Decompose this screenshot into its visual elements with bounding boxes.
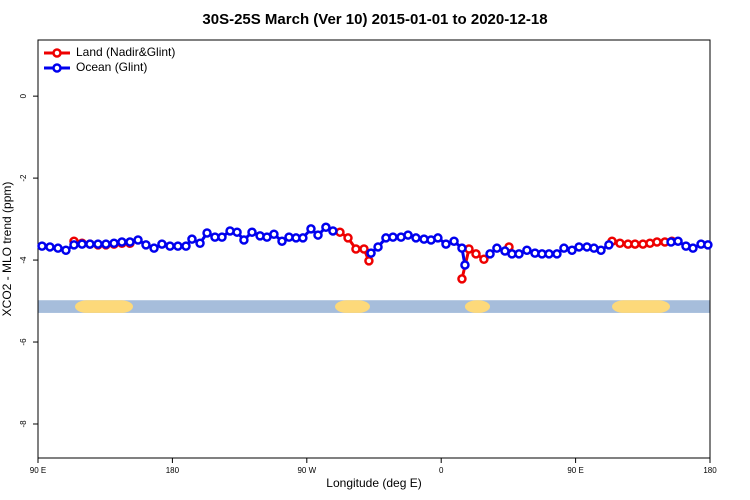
data-point bbox=[269, 229, 279, 239]
data-point bbox=[101, 239, 111, 249]
data-point bbox=[567, 245, 577, 255]
data-point bbox=[652, 237, 662, 247]
data-point bbox=[433, 233, 443, 243]
data-point bbox=[630, 239, 640, 249]
data-point bbox=[239, 235, 249, 245]
data-point bbox=[351, 244, 361, 254]
data-point bbox=[321, 222, 331, 233]
data-point bbox=[157, 239, 167, 249]
data-point bbox=[343, 233, 353, 243]
data-point bbox=[181, 241, 191, 251]
data-point bbox=[61, 245, 71, 255]
x-tick-label: 90 W bbox=[297, 466, 316, 475]
data-point bbox=[673, 236, 683, 246]
y-tick-label: -8 bbox=[19, 420, 28, 428]
data-point bbox=[328, 226, 338, 236]
data-point bbox=[149, 243, 159, 253]
x-tick-label: 90 E bbox=[30, 466, 46, 475]
data-point bbox=[457, 243, 467, 253]
data-point bbox=[403, 230, 413, 240]
data-point bbox=[460, 260, 470, 270]
data-point bbox=[471, 249, 481, 259]
data-point bbox=[388, 232, 398, 242]
y-tick-label: 0 bbox=[19, 93, 28, 98]
data-point bbox=[306, 224, 316, 234]
data-point bbox=[133, 235, 143, 245]
data-point bbox=[117, 237, 127, 247]
data-point bbox=[522, 245, 532, 255]
y-axis-label: XCO2 - MLO trend (ppm) bbox=[0, 182, 14, 317]
data-point bbox=[69, 240, 79, 250]
legend-label: Ocean (Glint) bbox=[76, 60, 147, 74]
data-point bbox=[544, 249, 554, 259]
data-point bbox=[366, 248, 376, 258]
data-point bbox=[217, 232, 227, 242]
data-point bbox=[141, 240, 151, 250]
data-point bbox=[411, 233, 421, 243]
data-point bbox=[202, 228, 212, 238]
data-point bbox=[173, 241, 183, 251]
data-point bbox=[449, 236, 459, 246]
data-point bbox=[53, 243, 63, 253]
x-axis-label: Longitude (deg E) bbox=[326, 476, 421, 490]
y-tick-label: -6 bbox=[19, 338, 28, 346]
data-point bbox=[559, 243, 569, 253]
data-point bbox=[125, 237, 135, 247]
data-point bbox=[165, 241, 175, 251]
land-band bbox=[75, 300, 133, 313]
data-point bbox=[195, 238, 205, 249]
data-point bbox=[703, 240, 713, 250]
data-point bbox=[313, 230, 323, 240]
x-tick-label: 90 E bbox=[567, 466, 583, 475]
legend-label: Land (Nadir&Glint) bbox=[76, 45, 175, 59]
data-point bbox=[85, 239, 95, 249]
land-band bbox=[612, 300, 670, 313]
chart-title: 30S-25S March (Ver 10) 2015-01-01 to 202… bbox=[202, 11, 547, 28]
data-point bbox=[45, 242, 55, 252]
x-tick-label: 180 bbox=[166, 466, 180, 475]
data-point bbox=[457, 274, 467, 284]
data-point bbox=[187, 234, 197, 244]
data-point bbox=[574, 242, 584, 252]
data-point bbox=[37, 241, 47, 251]
data-point bbox=[277, 236, 287, 246]
data-point bbox=[552, 249, 562, 259]
data-point bbox=[373, 242, 383, 252]
data-point bbox=[77, 239, 87, 249]
y-tick-label: -4 bbox=[19, 256, 28, 264]
legend-marker bbox=[52, 48, 62, 58]
data-point bbox=[441, 239, 451, 249]
data-point bbox=[109, 238, 119, 249]
data-point bbox=[232, 227, 242, 237]
data-point bbox=[93, 239, 103, 249]
data-point bbox=[298, 233, 308, 243]
data-point bbox=[688, 243, 698, 253]
data-point bbox=[596, 245, 606, 255]
land-band bbox=[335, 300, 370, 313]
data-point bbox=[359, 244, 369, 254]
legend-marker bbox=[52, 63, 62, 73]
x-tick-label: 0 bbox=[439, 466, 444, 475]
x-tick-label: 180 bbox=[703, 466, 717, 475]
data-point bbox=[479, 254, 489, 264]
data-point bbox=[247, 227, 257, 237]
data-point bbox=[485, 249, 495, 259]
land-band bbox=[464, 300, 491, 313]
data-point bbox=[604, 240, 614, 250]
y-tick-label: -2 bbox=[19, 174, 28, 182]
ocean-band bbox=[38, 300, 710, 313]
data-point bbox=[492, 243, 502, 253]
data-point bbox=[514, 249, 524, 259]
data-point bbox=[615, 238, 625, 249]
data-point bbox=[364, 256, 374, 266]
